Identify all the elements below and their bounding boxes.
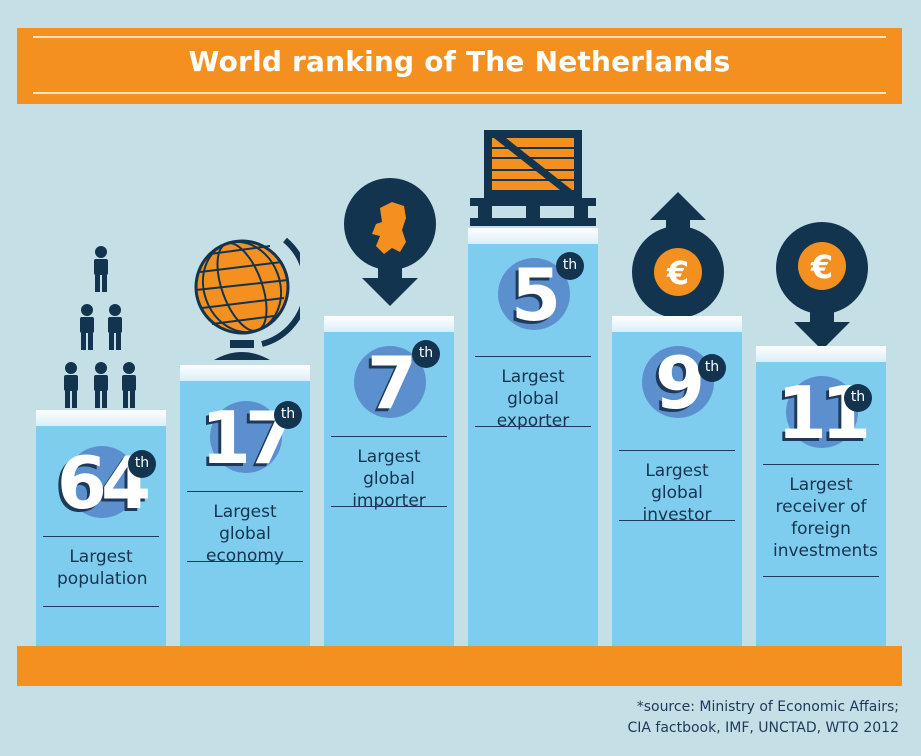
ranking-label-text: Largest population [57,547,148,589]
title-banner: World ranking of The Netherlands [17,28,902,104]
ranking-label: Largest global investor [619,450,735,525]
label-rule-bottom [619,520,735,521]
rank-number: 7 [366,341,417,425]
label-rule-top [619,450,735,451]
rank-disc [210,401,282,473]
rank-suffix: th [556,252,584,280]
ranking-column-economy: 17 th Largest global economy [180,365,310,646]
ranking-label-text: Largest global importer [352,447,426,511]
people-pyramid-icon [64,246,136,408]
banner-rule-bottom [33,92,886,94]
label-rule-bottom [331,506,447,507]
rank-suffix: th [844,384,872,412]
column-cap [36,410,166,426]
ranking-label: Largest population [43,536,159,607]
label-rule-top [763,464,879,465]
source-line-1: *source: Ministry of Economic Affairs; [636,699,899,715]
column-cap [756,346,886,362]
label-rule-bottom [43,606,159,607]
label-rule-top [187,491,303,492]
column-cap [468,228,598,244]
rank-number: 9 [654,341,705,425]
ranking-label: Largest global importer [331,436,447,511]
ranking-column-foreign-investments: 11 th Largest receiver of foreign invest… [756,346,886,646]
euro-arrow-down-icon: € [776,222,868,350]
rank-badge: 64 th [36,438,166,534]
page-title: World ranking of The Netherlands [188,45,731,78]
rank-suffix: th [274,401,302,429]
rank-badge: 17 th [180,393,310,489]
rank-disc [786,376,858,448]
label-rule-top [331,436,447,437]
ranking-label-text: Largest global economy [205,502,284,566]
label-rule-bottom [763,576,879,577]
rank-suffix: th [128,450,156,478]
column-cap [612,316,742,332]
ranking-column-investor: 9 th Largest global investor [612,316,742,646]
ranking-label-text: Largest global investor [642,461,712,525]
ranking-column-importer: 7 th Largest global importer [324,316,454,646]
ranking-label: Largest global economy [187,491,303,566]
svg-text:€: € [666,254,689,292]
crate-pallet-icon [470,130,596,226]
source-note: *source: Ministry of Economic Affairs; C… [627,697,899,739]
label-rule-bottom [187,561,303,562]
rank-disc [66,446,138,518]
rank-badge: 7 th [324,338,454,434]
source-line-2: CIA factbook, IMF, UNCTAD, WTO 2012 [627,720,899,736]
ranking-column-population: 64 th Largest population [36,410,166,646]
rank-badge: 11 th [756,368,886,464]
ranking-label-text: Largest global exporter [496,367,570,431]
rank-number: 5 [510,253,561,337]
svg-text:€: € [810,248,833,286]
ranking-column-exporter: 5 th Largest global exporter [468,228,598,646]
ranking-label: Largest receiver of foreign investments [763,464,879,577]
netherlands-map-arrow-down-icon [344,178,436,306]
rank-badge: 9 th [612,338,742,434]
base-bar [17,646,902,686]
ranking-label-text: Largest receiver of foreign investments [773,475,878,561]
column-cap [180,365,310,381]
rank-suffix: th [412,340,440,368]
rank-badge: 5 th [468,250,598,346]
rank-suffix: th [698,354,726,382]
euro-arrow-up-icon: € [632,192,724,318]
banner-rule-top [33,36,886,38]
ranking-label: Largest global exporter [475,356,591,431]
label-rule-bottom [475,426,591,427]
globe-icon [194,237,300,360]
rank-number: 11 [776,371,871,455]
label-rule-top [43,536,159,537]
column-cap [324,316,454,332]
label-rule-top [475,356,591,357]
